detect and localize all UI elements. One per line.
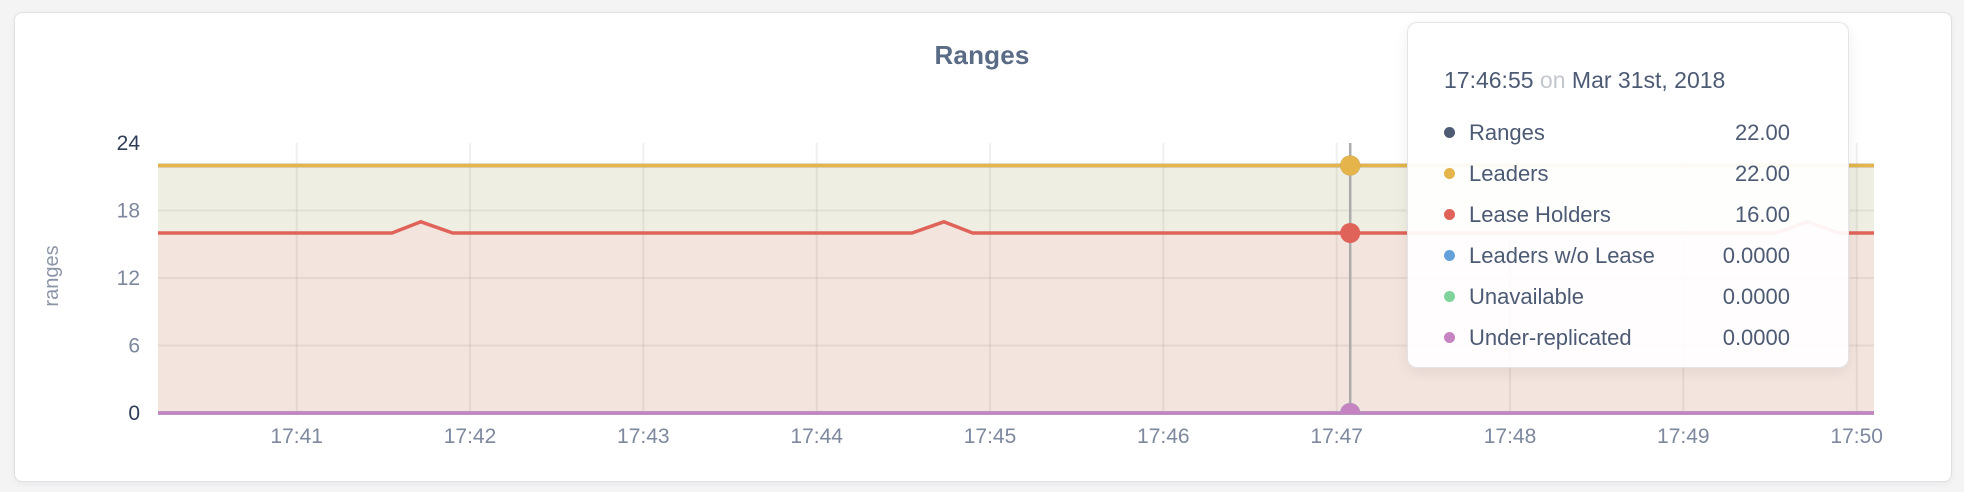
x-axis-labels: 17:41 17:42 17:43 17:44 17:45 17:46 17:47 17:48… (270, 425, 1883, 448)
series-color-dot (1444, 332, 1455, 343)
tooltip-series-row: Leaders w/o Lease 0.0000 (1444, 235, 1790, 276)
tooltip-series-row: Ranges 22.00 (1444, 112, 1790, 153)
series-color-dot (1444, 291, 1455, 302)
tooltip-rows: Ranges 22.00 Leaders 22.00 Lease Holders… (1444, 112, 1790, 358)
svg-text:17:43: 17:43 (617, 425, 670, 448)
series-value: 0.0000 (1722, 283, 1790, 309)
svg-text:0: 0 (128, 402, 140, 425)
series-color-dot (1444, 168, 1455, 179)
series-color-dot (1444, 209, 1455, 220)
svg-text:6: 6 (128, 335, 140, 358)
series-value: 22.00 (1734, 160, 1790, 186)
hover-dot-lease-holders (1340, 223, 1361, 243)
series-label: Lease Holders (1469, 201, 1611, 227)
y-axis-labels: 0 6 12 18 24 (117, 132, 141, 425)
series-value: 0.0000 (1722, 324, 1790, 350)
svg-text:18: 18 (117, 200, 140, 223)
tooltip-series-row: Lease Holders 16.00 (1444, 194, 1790, 235)
series-color-dot (1444, 127, 1455, 138)
svg-text:17:41: 17:41 (270, 425, 323, 448)
svg-text:17:47: 17:47 (1310, 425, 1363, 448)
tooltip-date: Mar 31st, 2018 (1571, 67, 1726, 93)
svg-text:24: 24 (117, 132, 141, 155)
svg-text:17:48: 17:48 (1484, 425, 1537, 448)
series-label: Unavailable (1469, 283, 1584, 309)
svg-text:17:44: 17:44 (790, 425, 843, 448)
svg-text:17:45: 17:45 (964, 425, 1017, 448)
svg-text:17:42: 17:42 (444, 425, 497, 448)
series-label: Under-replicated (1469, 324, 1632, 350)
tooltip-series-row: Unavailable 0.0000 (1444, 276, 1790, 317)
series-color-dot (1444, 250, 1455, 261)
chart-hover-tooltip: 17:46:55 on Mar 31st, 2018 Ranges 22.00 … (1407, 22, 1849, 368)
tooltip-connector: on (1539, 67, 1566, 93)
chart-title: Ranges (934, 40, 1030, 70)
tooltip-time: 17:46:55 (1444, 67, 1534, 93)
svg-text:17:46: 17:46 (1137, 425, 1190, 448)
svg-text:17:49: 17:49 (1657, 425, 1710, 448)
y-axis-title: ranges (41, 245, 63, 306)
series-label: Ranges (1469, 119, 1545, 145)
tooltip-series-row: Leaders 22.00 (1444, 153, 1790, 194)
svg-text:17:50: 17:50 (1830, 425, 1883, 448)
series-value: 22.00 (1734, 119, 1790, 145)
series-value: 16.00 (1734, 201, 1790, 227)
hover-markers (1340, 155, 1361, 415)
series-label: Leaders w/o Lease (1469, 242, 1655, 268)
series-value: 0.0000 (1722, 242, 1790, 268)
hover-dot-under-replicated (1340, 403, 1361, 415)
tooltip-header: 17:46:55 on Mar 31st, 2018 (1444, 67, 1790, 94)
tooltip-series-row: Under-replicated 0.0000 (1444, 317, 1790, 358)
svg-text:12: 12 (117, 267, 140, 290)
hover-dot-leaders (1340, 155, 1361, 176)
series-label: Leaders (1469, 160, 1549, 186)
